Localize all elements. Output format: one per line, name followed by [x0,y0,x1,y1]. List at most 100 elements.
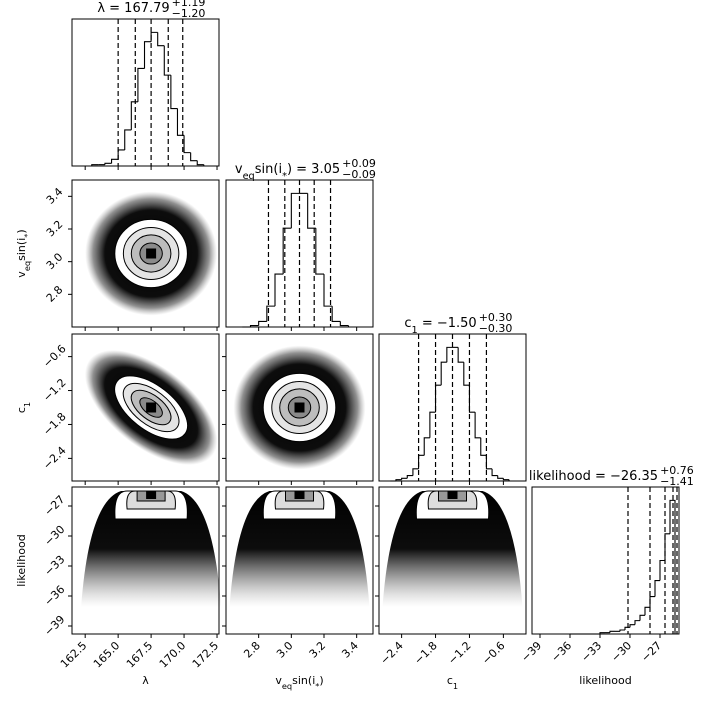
panel-title-part: c [404,316,411,331]
hist-bin [401,477,408,480]
hist-bin [491,468,498,477]
x-tick-label: −27 [639,639,665,665]
hist-bin [196,160,204,166]
density-peak [146,402,157,413]
y-tick-label: −0.6 [41,342,69,370]
hist-bin [290,192,300,229]
density-peak [447,491,458,499]
x-tick-label: −39 [519,639,545,665]
y-tick-label: −1.2 [41,376,69,404]
x-tick-label: 3.0 [274,639,296,661]
panel-title-part: λ = 167.79 [97,1,169,16]
x-tick-label: −1.8 [412,639,440,667]
panel-title: c1 = −1.50 [404,316,476,336]
hist-bin [629,624,635,628]
x-tick-label: 162.5 [58,639,89,670]
hist-bin [639,614,645,621]
panel-frame [378,333,527,482]
panel-title-part: = −1.50 [418,316,477,331]
title-minus: −0.30 [479,322,513,335]
panel-frame [225,486,374,635]
hist-bin [418,454,425,469]
x-axis-label: λ [142,674,149,687]
hist-bin [190,152,198,162]
hist-bin [664,533,670,561]
density-peak [294,491,305,499]
x-axis-label-part: likelihood [579,674,631,687]
y-tick-label: −27 [42,493,68,519]
x-tick-label: 170.0 [157,639,188,670]
title-plus: +1.19 [172,0,206,9]
x-axis-label: likelihood [579,674,631,687]
y-axis-label-sub: eq [22,261,32,271]
panel-frame [71,486,220,635]
x-tick-label: −2.4 [378,639,406,667]
y-tick-label: −1.8 [41,410,69,438]
hist-bin [282,227,292,275]
x-axis-label-part: λ [142,674,149,687]
hist-bin [117,149,125,160]
title-minus: −0.09 [342,168,376,181]
hist-bin [331,306,341,322]
panel-title: likelihood = −26.35 [529,469,658,484]
panel-frame [378,486,527,635]
y-axis-label-sub: 1 [22,402,32,407]
hist-bin [183,135,191,154]
panel-title-sub: 1 [411,325,417,336]
density-panel [85,191,218,316]
y-axis-label: likelihood [15,534,28,586]
x-tick-label: −0.6 [480,639,508,667]
y-axis-label-part: c [15,407,28,413]
panel-frame [225,179,374,328]
hist-bin [457,347,464,363]
panel-title-sub: * [282,171,287,182]
hist-bin [502,478,510,481]
title-plus: +0.09 [342,157,376,170]
hist-bin [429,411,436,438]
x-tick-label: −1.2 [446,639,474,667]
hist-bin [150,31,158,42]
y-axis-label: veqsin(i*) [15,229,32,277]
density-peak [146,248,157,259]
panel-frame [71,179,220,328]
hist-bin [412,468,419,476]
hist-bin [104,162,112,165]
y-axis-label-part: v [15,271,28,278]
panel-title-sub: eq [243,171,255,182]
density-panel [382,490,523,607]
hist-bin [609,630,615,633]
x-tick-label: 172.5 [190,639,221,670]
x-tick-label: 3.2 [307,639,329,661]
x-tick-label: 3.4 [339,639,361,661]
panel-frame [71,18,220,167]
hist-bin [659,559,665,581]
title-plus: +0.76 [660,464,694,477]
hist-bin [176,108,185,136]
hist-bin [163,45,171,76]
y-tick-label: 3.2 [44,218,66,240]
density-cloud [81,491,222,607]
hist-bin [339,321,349,327]
hist-bin [644,606,650,616]
title-plus: +0.30 [479,311,513,324]
x-axis-label-part: v [275,674,282,687]
hist-bin [111,158,119,164]
y-tick-label: 2.8 [44,283,66,305]
hist-bin [440,361,447,386]
x-axis-label: c1 [447,674,458,691]
x-tick-label: 2.8 [241,639,263,661]
hist-bin [619,629,625,632]
panel-title-part: sin(i [255,162,282,177]
hist-bin [497,475,504,479]
hist-bin [266,305,275,322]
x-axis-label-part: sin(i [292,674,315,687]
hist-bin [669,499,676,634]
hist-bin [654,579,660,597]
hist-bin [634,620,640,625]
x-axis-label-sub: 1 [453,681,458,691]
hist-bin [170,75,178,110]
hist-bin [143,41,152,69]
panel-title-part: ) = 3.05 [287,162,340,177]
x-axis-label: veqsin(i*) [275,674,323,691]
